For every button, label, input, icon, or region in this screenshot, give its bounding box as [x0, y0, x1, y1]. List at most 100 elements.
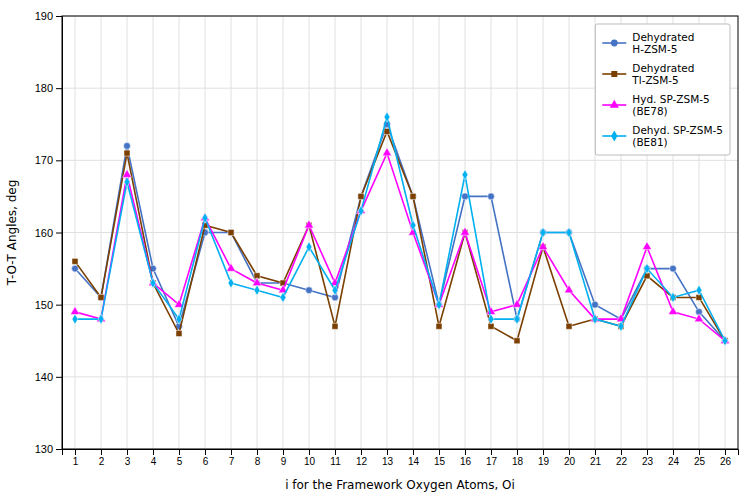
data-point: [202, 213, 208, 223]
tick-label: 170: [35, 154, 53, 166]
data-point: [514, 314, 520, 324]
grid-line-y: [62, 376, 738, 377]
grid-line-x: [127, 16, 128, 449]
grid: [62, 16, 738, 449]
tick-label: 19: [538, 456, 550, 467]
data-point: [642, 242, 651, 250]
legend-entry: Dehyd. SP-ZSM-5(BE81): [602, 124, 723, 148]
tick-mark: [491, 449, 492, 455]
tick: 18: [512, 449, 524, 467]
tick-mark: [673, 449, 674, 455]
tick-label: 4: [151, 456, 157, 467]
tick-label: 6: [203, 456, 209, 467]
tick-label: 22: [616, 456, 628, 467]
tick-label: 130: [35, 443, 53, 455]
data-point: [304, 220, 313, 228]
data-point: [436, 300, 442, 310]
tick-label: 26: [720, 456, 732, 467]
tick-label: 17: [486, 456, 498, 467]
tick-mark: [335, 449, 336, 455]
plot-frame: [62, 16, 738, 449]
tick-label: 3: [125, 456, 131, 467]
data-point: [358, 193, 365, 200]
tick-label: 190: [35, 10, 53, 22]
data-point: [124, 150, 130, 156]
legend-entry: Hyd. SP-ZSM-5(BE78): [602, 93, 709, 117]
tick: 5: [177, 449, 183, 467]
tick: 15: [434, 449, 446, 467]
data-point: [98, 294, 105, 301]
tick: 150: [35, 299, 62, 311]
tick-mark: [413, 449, 414, 455]
tick: 6: [203, 449, 209, 467]
data-point: [566, 227, 572, 237]
tick-label: 14: [408, 456, 420, 467]
tick: 7: [229, 449, 235, 467]
tick-mark: [725, 449, 726, 455]
tick: 1: [73, 449, 79, 467]
data-point: [176, 314, 182, 324]
tick: 11: [330, 449, 341, 467]
data-point: [252, 278, 261, 286]
grid-line-x: [491, 16, 492, 449]
tick-mark: [387, 449, 388, 455]
data-point: [358, 193, 364, 199]
legend-label: Dehyd. SP-ZSM-5(BE81): [632, 124, 723, 148]
data-point: [696, 285, 702, 295]
tick-mark: [179, 449, 180, 455]
grid-line-y: [62, 232, 738, 233]
tick-label: 13: [382, 456, 394, 467]
tick-label: 21: [590, 456, 602, 467]
tick: 14: [408, 449, 420, 467]
legend-entry: DehydratedH-ZSM-5: [602, 31, 694, 55]
tick: 17: [486, 449, 498, 467]
x-axis: 1234567891011121314151617181920212223242…: [63, 449, 739, 467]
tick-mark: [309, 449, 310, 455]
tick: 23: [642, 449, 654, 467]
grid-line-x: [335, 16, 336, 449]
legend-swatch-marker: [611, 40, 618, 47]
tick: 26: [720, 449, 732, 467]
tick: 3: [125, 449, 131, 467]
tick-mark: [621, 449, 622, 455]
grid-line-x: [439, 16, 440, 449]
data-point: [460, 227, 469, 235]
tick: 180: [35, 82, 62, 94]
y-axis: 130140150160170180190: [35, 10, 63, 455]
tick: 130: [35, 443, 62, 455]
tick: 170: [35, 154, 62, 166]
tick-mark: [257, 449, 258, 455]
legend-entry: DehydratedTl-ZSM-5: [602, 62, 694, 86]
tick-mark: [699, 449, 700, 455]
tick: 24: [668, 449, 680, 467]
tick-mark: [56, 233, 62, 234]
grid-line-x: [361, 16, 362, 449]
tick-label: 150: [35, 299, 53, 311]
grid-line-x: [75, 16, 76, 449]
tick-mark: [56, 88, 62, 89]
tick-mark: [283, 449, 284, 455]
y-axis-title: T-O-T Angles, deg: [5, 180, 19, 287]
grid-line-x: [179, 16, 180, 449]
data-point: [332, 323, 338, 329]
data-point: [384, 128, 390, 134]
data-point: [540, 227, 546, 237]
tick-label: 10: [304, 456, 316, 467]
tick: 160: [35, 227, 62, 239]
grid-line-x: [309, 16, 310, 449]
tick: 19: [538, 449, 550, 467]
data-point: [98, 314, 104, 324]
legend: DehydratedH-ZSM-5 DehydratedTl-ZSM-5 Hyd. …: [595, 24, 730, 155]
data-point: [486, 307, 495, 315]
series: [72, 128, 728, 343]
tick-label: 9: [281, 456, 287, 467]
chart: 1234567891011121314151617181920212223242…: [0, 0, 752, 501]
tick-label: 20: [564, 456, 576, 467]
tick-mark: [439, 449, 440, 455]
tick-label: 7: [229, 456, 235, 467]
tick: 190: [35, 10, 62, 22]
tick: 20: [564, 449, 576, 467]
tick-mark: [153, 449, 154, 455]
data-point: [98, 294, 104, 300]
tick-mark: [595, 449, 596, 455]
